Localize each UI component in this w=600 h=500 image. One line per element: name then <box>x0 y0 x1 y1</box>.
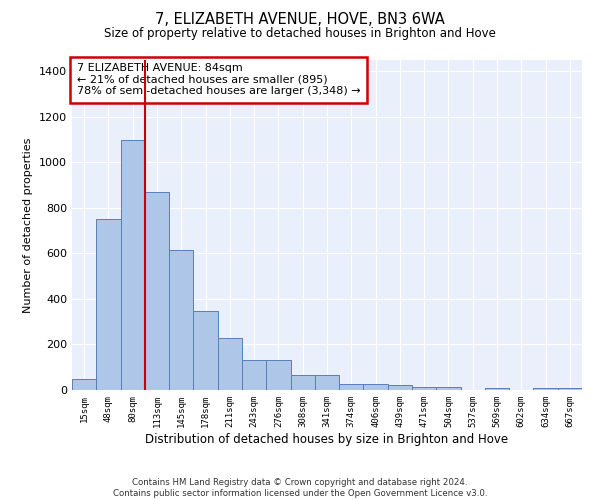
Text: 7 ELIZABETH AVENUE: 84sqm
← 21% of detached houses are smaller (895)
78% of semi: 7 ELIZABETH AVENUE: 84sqm ← 21% of detac… <box>77 64 361 96</box>
Bar <box>485 388 509 390</box>
Bar <box>145 192 169 390</box>
Bar <box>218 338 242 390</box>
Bar <box>121 140 145 390</box>
Bar <box>72 378 96 390</box>
Bar <box>96 220 121 390</box>
Bar <box>558 388 582 390</box>
Bar <box>364 384 388 390</box>
Bar <box>339 384 364 390</box>
Text: Contains HM Land Registry data © Crown copyright and database right 2024.
Contai: Contains HM Land Registry data © Crown c… <box>113 478 487 498</box>
Bar <box>412 386 436 390</box>
Text: 7, ELIZABETH AVENUE, HOVE, BN3 6WA: 7, ELIZABETH AVENUE, HOVE, BN3 6WA <box>155 12 445 28</box>
Bar <box>436 386 461 390</box>
Bar <box>242 360 266 390</box>
X-axis label: Distribution of detached houses by size in Brighton and Hove: Distribution of detached houses by size … <box>145 432 509 446</box>
Bar <box>290 375 315 390</box>
Bar <box>193 312 218 390</box>
Text: Size of property relative to detached houses in Brighton and Hove: Size of property relative to detached ho… <box>104 28 496 40</box>
Y-axis label: Number of detached properties: Number of detached properties <box>23 138 34 312</box>
Bar <box>169 250 193 390</box>
Bar <box>388 386 412 390</box>
Bar <box>315 375 339 390</box>
Bar <box>266 360 290 390</box>
Bar <box>533 388 558 390</box>
